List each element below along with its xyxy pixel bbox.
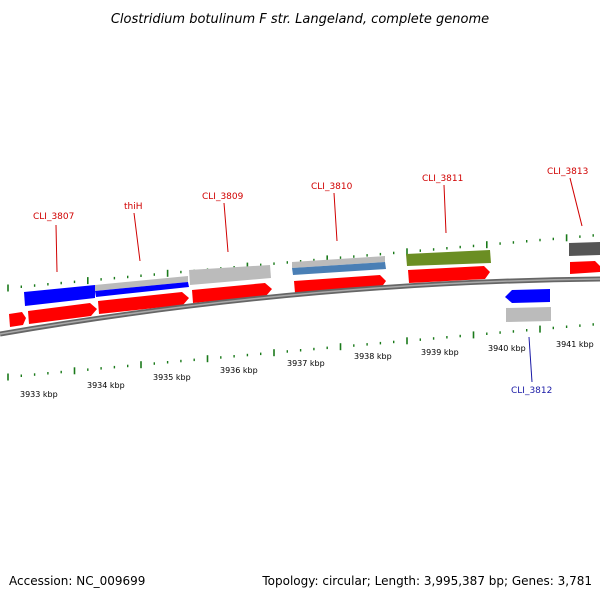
gene-labels: CLI_3807 thiH CLI_3809 CLI_3810 CLI_3811… <box>33 167 588 396</box>
leader-cli3812 <box>528 336 533 383</box>
gene-label-cli3809[interactable]: CLI_3809 <box>202 192 244 202</box>
scale-label-3940: 3940 kbp <box>488 344 526 353</box>
feature-bar-cli3809 <box>189 265 271 285</box>
gene-arrow-cli3811 <box>408 266 490 283</box>
feature-bar-cli3811 <box>406 250 491 266</box>
scale-label-3933: 3933 kbp <box>20 390 58 399</box>
accession-text: Accession: NC_009699 <box>9 574 145 588</box>
feature-bar-cli3807 <box>24 285 95 306</box>
reverse-gene-track <box>505 289 551 322</box>
feature-bar-thih-blue <box>95 282 189 297</box>
scale-label-3936: 3936 kbp <box>220 366 258 375</box>
scale-label-3934: 3934 kbp <box>87 381 125 390</box>
scale-label-3939: 3939 kbp <box>421 348 459 357</box>
map-title: Clostridium botulinum F str. Langeland, … <box>111 12 489 27</box>
gene-label-leaders <box>55 177 583 383</box>
scale-label-3941: 3941 kbp <box>556 340 594 349</box>
scale-labels: 3933 kbp 3934 kbp 3935 kbp 3936 kbp 3937… <box>20 340 594 399</box>
feature-bar-cli3810-gray <box>292 256 385 268</box>
gene-label-cli3812[interactable]: CLI_3812 <box>511 386 552 396</box>
gene-arrow-cli3809 <box>192 283 272 303</box>
genome-backbone-highlight <box>0 278 600 335</box>
topology-summary: Topology: circular; Length: 3,995,387 bp… <box>261 574 592 588</box>
gene-arrow-cli3812 <box>505 289 550 303</box>
scale-label-3937: 3937 kbp <box>287 359 325 368</box>
leader-cli3809 <box>223 202 229 253</box>
gene-label-cli3807[interactable]: CLI_3807 <box>33 212 74 222</box>
gene-arrow-cli3807 <box>28 303 97 324</box>
scale-label-3938: 3938 kbp <box>354 352 392 361</box>
feature-bar-cli3810-blue <box>292 262 386 275</box>
leader-thih <box>133 212 141 262</box>
gene-label-cli3810[interactable]: CLI_3810 <box>311 182 353 192</box>
feature-bar-cli3813 <box>569 242 600 256</box>
lower-scale-ticks <box>7 323 594 381</box>
leader-cli3807 <box>55 224 58 273</box>
leader-cli3811 <box>443 184 447 234</box>
feature-bar-cli3812 <box>506 307 551 322</box>
leader-cli3813 <box>569 177 583 227</box>
gene-label-cli3813[interactable]: CLI_3813 <box>547 167 588 177</box>
gene-arrow-cli3813 <box>570 261 600 274</box>
leader-cli3810 <box>333 192 338 242</box>
gene-label-thih[interactable]: thiH <box>124 202 143 212</box>
feature-track-upper <box>24 242 600 306</box>
scale-label-3935: 3935 kbp <box>153 373 191 382</box>
feature-bar-thih-gray <box>95 276 188 291</box>
gene-label-cli3811[interactable]: CLI_3811 <box>422 174 463 184</box>
gene-arrow-thih <box>98 292 189 314</box>
gene-arrow-cli3806 <box>9 312 26 327</box>
